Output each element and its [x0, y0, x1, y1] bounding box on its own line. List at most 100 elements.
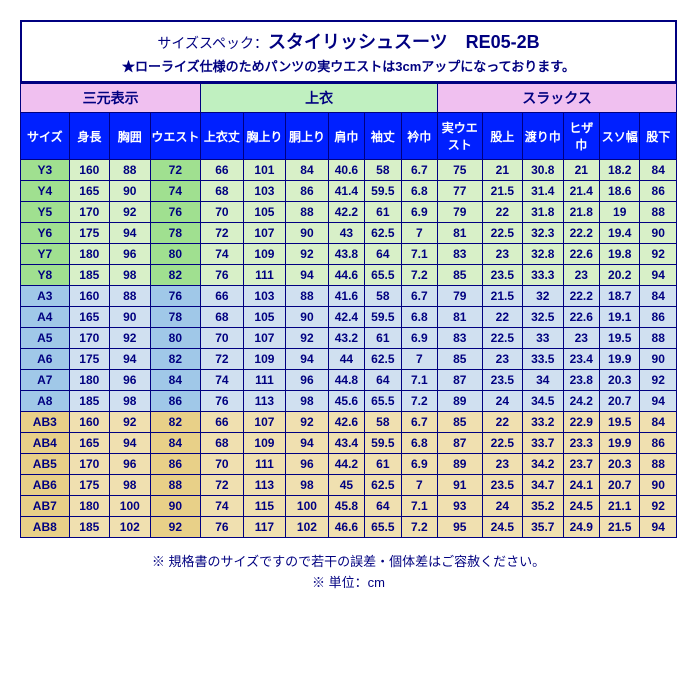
cell: 98	[110, 475, 150, 496]
cell: 18.7	[599, 286, 639, 307]
cell: 23	[563, 265, 599, 286]
spec-table: 三元表示 上衣 スラックス サイズ身長胸囲ウエスト上衣丈胸上り胴上り肩巾袖丈衿巾…	[20, 83, 677, 538]
cell: 23.3	[563, 433, 599, 454]
cell: 175	[69, 349, 109, 370]
cell: A6	[21, 349, 70, 370]
cell: 100	[286, 496, 329, 517]
cell: 44	[328, 349, 364, 370]
cell: 98	[110, 391, 150, 412]
cell: 18.2	[599, 160, 639, 181]
cell: 23.8	[563, 370, 599, 391]
cell: 74	[201, 370, 244, 391]
cell: 88	[110, 160, 150, 181]
cell: 21.8	[563, 202, 599, 223]
col-header: 渡り巾	[523, 113, 563, 160]
cell: 90	[286, 307, 329, 328]
cell: 74	[201, 496, 244, 517]
cell: 72	[150, 160, 201, 181]
group-uwagi: 上衣	[201, 84, 438, 113]
cell: 65.5	[365, 265, 401, 286]
cell: 65.5	[365, 391, 401, 412]
cell: 42.4	[328, 307, 364, 328]
cell: 34.7	[523, 475, 563, 496]
cell: 32.8	[523, 244, 563, 265]
cell: Y7	[21, 244, 70, 265]
cell: 85	[438, 349, 483, 370]
cell: 72	[201, 475, 244, 496]
cell: 90	[110, 307, 150, 328]
cell: 85	[438, 265, 483, 286]
col-header: 身長	[69, 113, 109, 160]
cell: 90	[640, 223, 677, 244]
cell: 23	[482, 454, 522, 475]
cell: 45.8	[328, 496, 364, 517]
cell: 170	[69, 454, 109, 475]
cell: 88	[286, 202, 329, 223]
cell: 92	[286, 328, 329, 349]
cell: 6.8	[401, 307, 437, 328]
title-prefix: サイズスペック：	[157, 35, 268, 51]
cell: 68	[201, 433, 244, 454]
cell: 6.7	[401, 412, 437, 433]
cell: 6.8	[401, 181, 437, 202]
cell: 20.3	[599, 370, 639, 391]
cell: 113	[243, 391, 286, 412]
cell: 75	[438, 160, 483, 181]
cell: 109	[243, 244, 286, 265]
cell: 21.5	[482, 181, 522, 202]
cell: 98	[286, 475, 329, 496]
cell: 92	[110, 328, 150, 349]
cell: 90	[150, 496, 201, 517]
cell: 21.1	[599, 496, 639, 517]
cell: 6.9	[401, 328, 437, 349]
cell: 180	[69, 244, 109, 265]
cell: 100	[110, 496, 150, 517]
col-header: 実ウエスト	[438, 113, 483, 160]
cell: 94	[286, 265, 329, 286]
cell: 84	[640, 160, 677, 181]
col-header: 胸上り	[243, 113, 286, 160]
cell: 7	[401, 223, 437, 244]
cell: 84	[640, 412, 677, 433]
cell: 113	[243, 475, 286, 496]
cell: 22.5	[482, 328, 522, 349]
cell: 185	[69, 265, 109, 286]
cell: 22.6	[563, 307, 599, 328]
cell: 7.2	[401, 265, 437, 286]
cell: 22.2	[563, 223, 599, 244]
cell: AB4	[21, 433, 70, 454]
cell: 24	[482, 496, 522, 517]
cell: 88	[150, 475, 201, 496]
cell: 21	[482, 160, 522, 181]
cell: A3	[21, 286, 70, 307]
cell: 19.8	[599, 244, 639, 265]
title-box: サイズスペック：スタイリッシュスーツ RE05-2B ★ローライズ仕様のためパン…	[20, 20, 677, 83]
cell: 61	[365, 454, 401, 475]
cell: 94	[110, 433, 150, 454]
cell: 92	[640, 496, 677, 517]
table-row: A51709280701079243.2616.98322.5332319.58…	[21, 328, 677, 349]
cell: 82	[150, 265, 201, 286]
cell: 21.4	[563, 181, 599, 202]
cell: 22.5	[482, 433, 522, 454]
cell: 86	[640, 307, 677, 328]
cell: 7.1	[401, 496, 437, 517]
cell: 22.2	[563, 286, 599, 307]
cell: 84	[150, 433, 201, 454]
cell: 96	[110, 244, 150, 265]
cell: 94	[286, 433, 329, 454]
cell: AB7	[21, 496, 70, 517]
cell: 22.9	[563, 412, 599, 433]
cell: 90	[110, 181, 150, 202]
cell: 22	[482, 307, 522, 328]
cell: 76	[201, 391, 244, 412]
cell: 23.4	[563, 349, 599, 370]
size-spec-panel: サイズスペック：スタイリッシュスーツ RE05-2B ★ローライズ仕様のためパン…	[20, 20, 677, 594]
cell: 111	[243, 370, 286, 391]
cell: 82	[150, 349, 201, 370]
cell: 6.9	[401, 454, 437, 475]
cell: 32.5	[523, 307, 563, 328]
cell: 80	[150, 244, 201, 265]
cell: 61	[365, 202, 401, 223]
table-row: A6175948272109944462.57852333.523.419.99…	[21, 349, 677, 370]
